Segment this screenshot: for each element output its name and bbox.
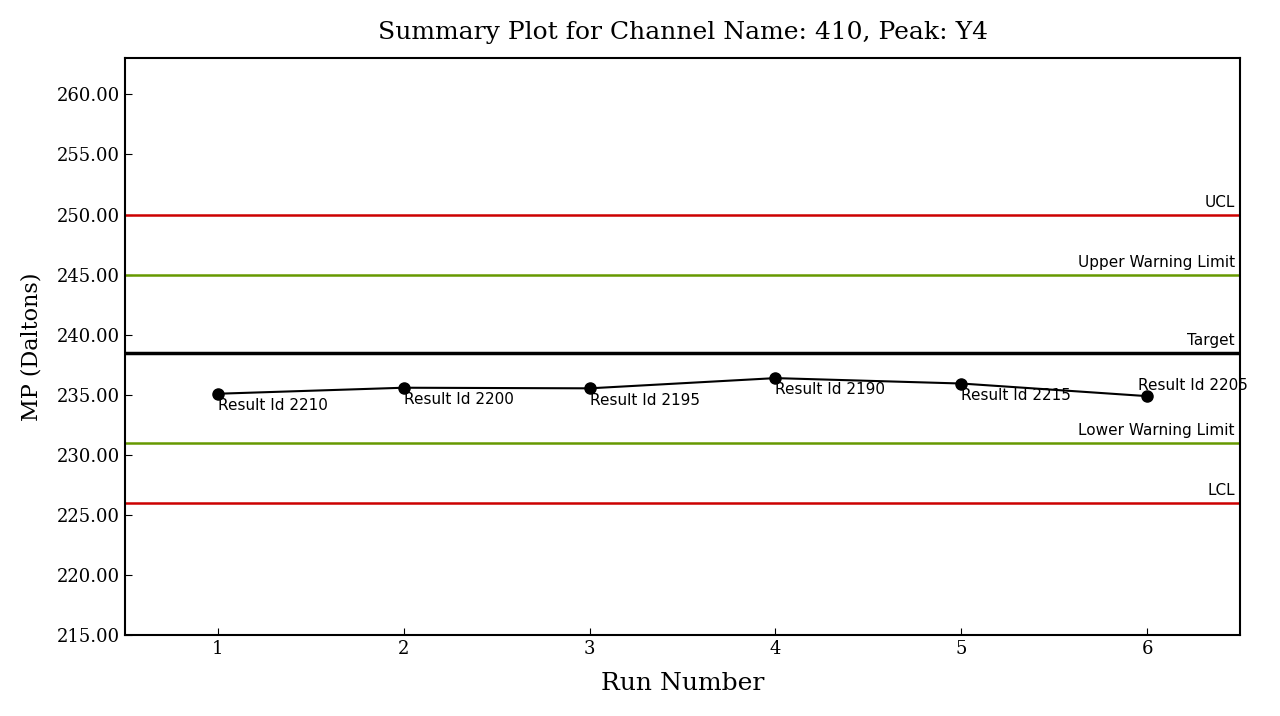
Text: Upper Warning Limit: Upper Warning Limit [1078,255,1235,270]
Text: Result Id 2195: Result Id 2195 [590,392,700,407]
Text: Result Id 2200: Result Id 2200 [403,392,513,407]
Text: Result Id 2210: Result Id 2210 [218,398,328,413]
Text: UCL: UCL [1204,195,1235,210]
Text: LCL: LCL [1207,483,1235,498]
X-axis label: Run Number: Run Number [600,672,764,695]
Text: Target: Target [1187,333,1235,348]
Text: Lower Warning Limit: Lower Warning Limit [1078,423,1235,438]
Text: Result Id 2190: Result Id 2190 [776,382,886,397]
Text: Result Id 2215: Result Id 2215 [961,388,1071,402]
Title: Summary Plot for Channel Name: 410, Peak: Y4: Summary Plot for Channel Name: 410, Peak… [378,21,988,44]
Y-axis label: MP (Daltons): MP (Daltons) [20,273,42,421]
Text: Result Id 2205: Result Id 2205 [1138,377,1248,392]
